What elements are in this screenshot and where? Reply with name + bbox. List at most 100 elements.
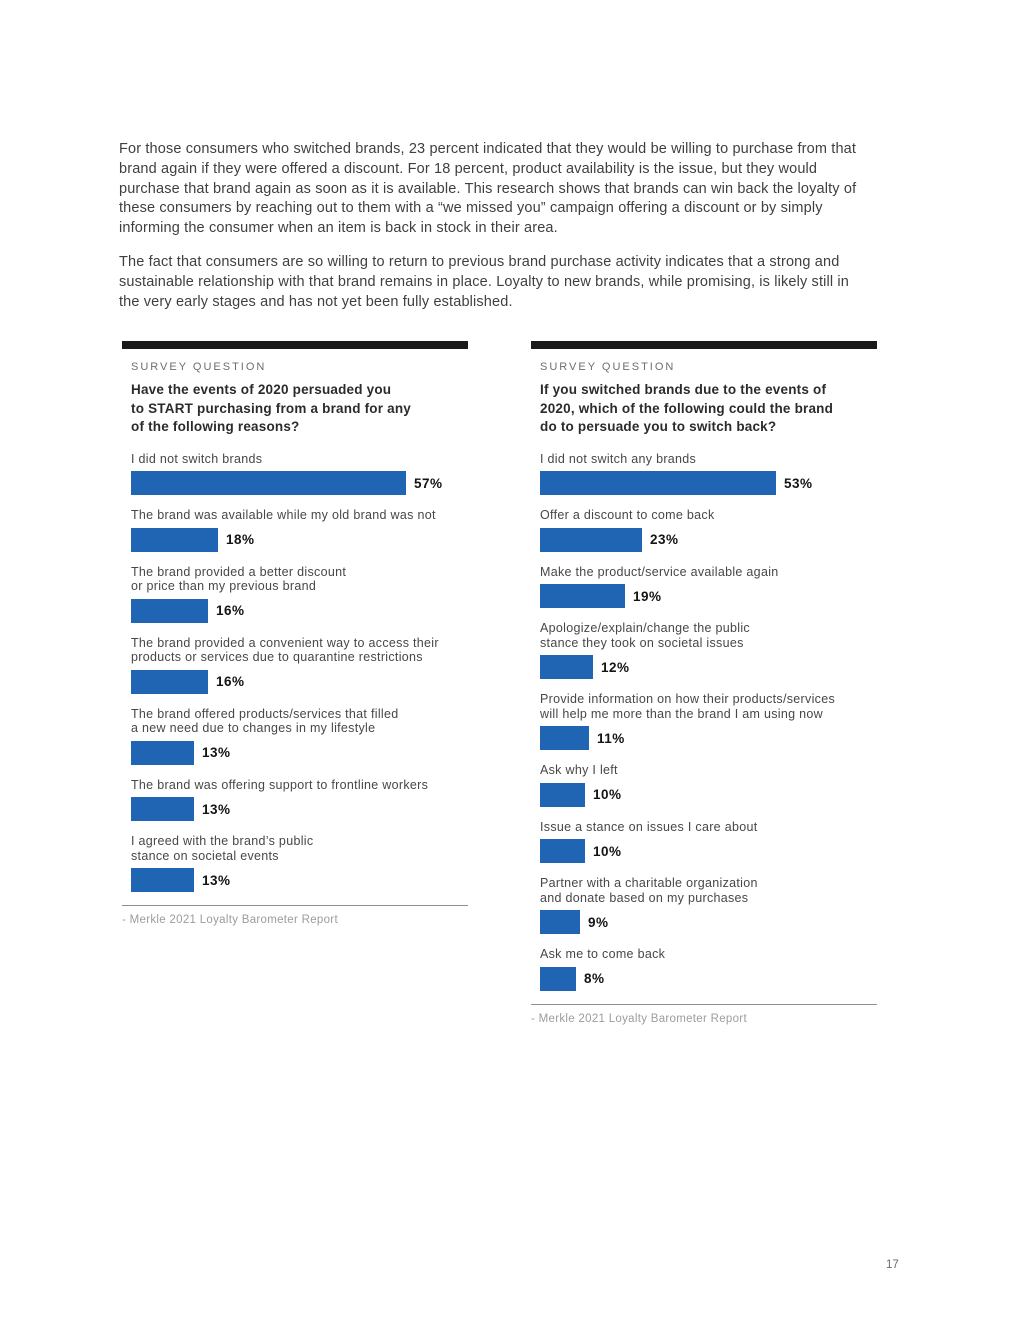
bar-row: 10% [540, 782, 877, 807]
bar-row: 13% [131, 740, 468, 765]
bar-item-label: The brand was offering support to frontl… [131, 777, 429, 792]
survey-question-text: If you switched brands due to the events… [540, 382, 834, 434]
bar-row: 19% [540, 584, 877, 608]
bar-row: 12% [540, 655, 877, 679]
source-text: - Merkle 2021 Loyalty Barometer Report [122, 914, 338, 926]
bar-item: Ask me to come back 8% [540, 947, 877, 991]
body-text-block: For those consumers who switched brands,… [119, 140, 871, 326]
bar-row: 11% [540, 726, 877, 750]
bar-value-label: 23% [650, 532, 679, 547]
bar-value-label: 10% [593, 843, 622, 859]
bar-item: The brand was available while my old bra… [131, 508, 468, 552]
bar [540, 655, 593, 679]
bar-item-label: Offer a discount to come back [540, 508, 715, 522]
bar-value-label: 16% [216, 603, 245, 618]
chart-body: SURVEY QUESTION If you switched brands d… [531, 349, 877, 1025]
bar-row: 16% [131, 669, 468, 694]
source-divider [531, 1003, 877, 1005]
source-divider [122, 905, 468, 906]
bar-item-label: I did not switch any brands [540, 451, 697, 466]
bar-row: 23% [540, 527, 877, 552]
bar-value-label: 19% [633, 588, 662, 604]
bar-item: I did not switch brands 57% [131, 451, 468, 495]
bar-list: I did not switch any brands 53% Offer a di… [540, 452, 877, 991]
bar-row: 9% [540, 910, 877, 934]
bar-item: I did not switch any brands 53% [540, 451, 877, 495]
bar [540, 966, 576, 991]
bar-value-label: 16% [216, 674, 245, 689]
bar-item-label: I agreed with the brand’s public stance … [131, 834, 314, 863]
bar-item: Offer a discount to come back 23% [540, 508, 877, 552]
bar-row: 13% [131, 797, 468, 821]
bar [131, 740, 194, 765]
bar-value-label: 57% [414, 475, 443, 491]
bar-item: Apologize/explain/change the public stan… [540, 621, 877, 679]
bar-item-label: Provide information on how their product… [540, 692, 835, 721]
bar-item: Issue a stance on issues I care about 10% [540, 820, 877, 863]
chart-top-rule [122, 341, 468, 349]
bar-value-label: 9% [588, 914, 609, 930]
bar [540, 782, 585, 807]
page-number: 17 [886, 1259, 899, 1271]
bar-item-label: The brand offered products/services that… [131, 706, 399, 736]
bar-item: I agreed with the brand’s public stance … [131, 834, 468, 892]
bar [540, 726, 589, 750]
bar [131, 868, 194, 892]
bar [540, 839, 585, 863]
source-text: - Merkle 2021 Loyalty Barometer Report [531, 1012, 747, 1025]
bar-value-label: 53% [784, 475, 813, 491]
bar-value-label: 8% [584, 971, 605, 986]
bar [131, 669, 208, 694]
bar-row: 53% [540, 471, 877, 495]
bar-value-label: 13% [202, 801, 231, 817]
bar-item-label: Ask me to come back [540, 947, 666, 961]
chart-top-rule [531, 341, 877, 349]
survey-question-text: Have the events of 2020 persuaded you to… [131, 382, 412, 434]
bar-item-label: Partner with a charitable organization a… [540, 876, 758, 905]
bar-item: Ask why I left 10% [540, 763, 877, 807]
survey-question-label: SURVEY QUESTION [131, 361, 267, 373]
bar-value-label: 11% [597, 730, 625, 746]
bar [540, 527, 642, 552]
bar-row: 16% [131, 598, 468, 623]
bar [540, 910, 580, 934]
bar-value-label: 18% [226, 532, 255, 547]
survey-chart-switch-back: SURVEY QUESTION If you switched brands d… [531, 341, 877, 1025]
bar-item-label: I did not switch brands [131, 451, 263, 466]
bar-row: 13% [131, 868, 468, 892]
bar-item: The brand provided a convenient way to a… [131, 636, 468, 694]
survey-chart-start-purchasing: SURVEY QUESTION Have the events of 2020 … [122, 341, 468, 1025]
body-paragraph: The fact that consumers are so willing t… [119, 253, 850, 310]
bar-list: I did not switch brands 57% The brand was … [131, 451, 468, 892]
bar-item: The brand provided a better discount or … [131, 565, 468, 623]
bar-value-label: 12% [601, 659, 630, 675]
bar-item-label: Apologize/explain/change the public stan… [540, 621, 750, 650]
bar-item: The brand was offering support to frontl… [131, 777, 468, 821]
survey-question-label: SURVEY QUESTION [540, 361, 676, 373]
chart-body: SURVEY QUESTION Have the events of 2020 … [122, 349, 468, 926]
bar-value-label: 13% [202, 872, 231, 888]
bar-item-label: The brand was available while my old bra… [131, 508, 436, 522]
bar-item-label: Make the product/service available again [540, 564, 779, 579]
bar-row: 57% [131, 471, 468, 495]
bar-item: The brand offered products/services that… [131, 707, 468, 765]
bar-row: 10% [540, 839, 877, 863]
body-paragraph: For those consumers who switched brands,… [119, 141, 857, 237]
bar-value-label: 10% [593, 787, 622, 802]
bar-row: 18% [131, 527, 468, 552]
bar-item-label: The brand provided a better discount or … [131, 564, 347, 594]
bar-value-label: 13% [202, 745, 231, 760]
bar-item-label: The brand provided a convenient way to a… [131, 635, 439, 665]
bar [540, 584, 625, 608]
bar [131, 471, 406, 495]
bar-row: 8% [540, 966, 877, 991]
charts-row: SURVEY QUESTION Have the events of 2020 … [122, 341, 877, 1025]
bar [131, 598, 208, 623]
bar [540, 471, 776, 495]
bar-item-label: Ask why I left [540, 763, 618, 777]
bar [131, 797, 194, 821]
bar [131, 527, 218, 552]
bar-item: Partner with a charitable organization a… [540, 876, 877, 934]
bar-item: Make the product/service available again… [540, 564, 877, 608]
bar-item: Provide information on how their product… [540, 692, 877, 750]
